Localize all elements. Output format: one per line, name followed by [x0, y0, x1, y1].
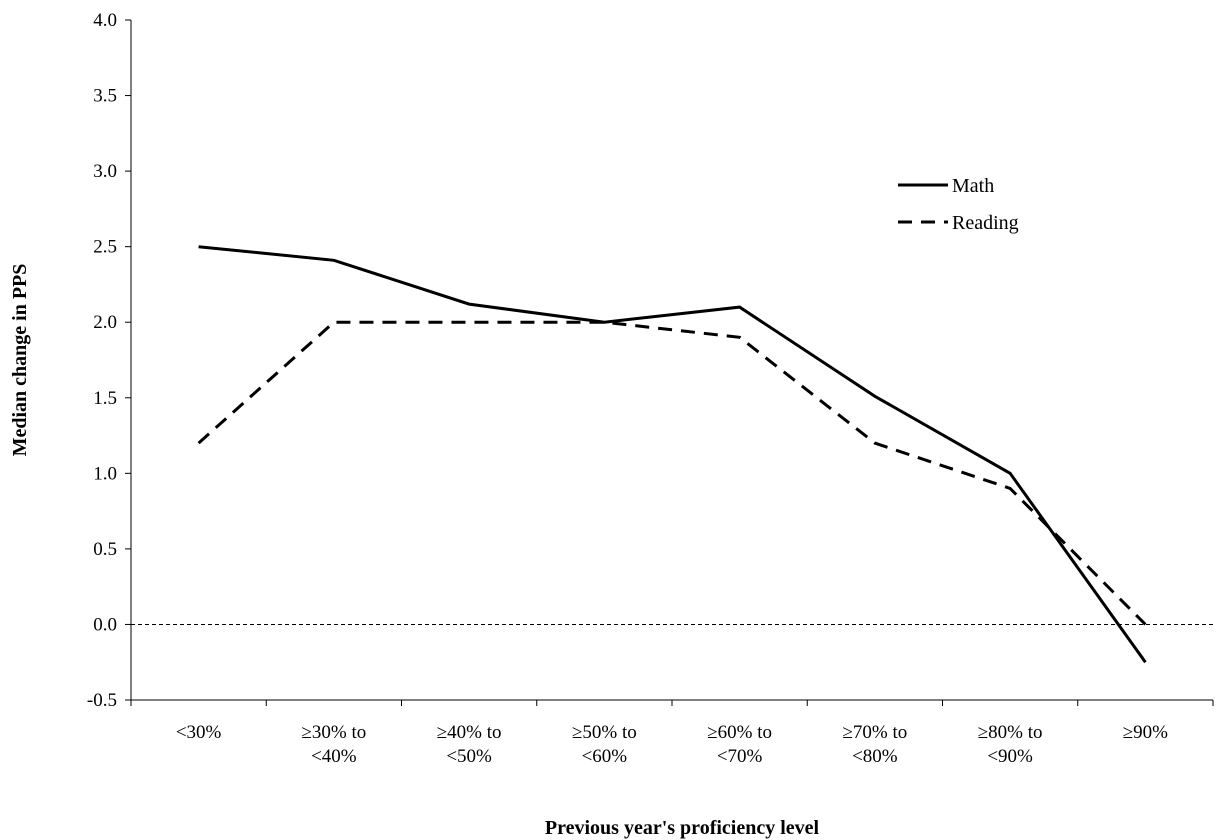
x-tick-label-line: <30% [176, 722, 222, 743]
y-tick-label: 2.5 [93, 237, 117, 258]
x-tick-label-line: ≥50% to [572, 722, 637, 743]
x-tick-label-line: <40% [311, 746, 357, 767]
x-tick-label: <30% [176, 722, 222, 743]
x-axis-title: Previous year's proficiency level [545, 817, 820, 839]
x-tick-label-line: <60% [582, 746, 628, 767]
x-tick-label-line: <80% [852, 746, 898, 767]
x-tick-label-line: ≥80% to [978, 722, 1043, 743]
y-tick-label: 4.0 [93, 10, 117, 31]
y-tick-label: -0.5 [87, 690, 117, 711]
y-axis-ticks: -0.5 0.0 0.5 1.0 1.5 2.0 2.5 3.0 3.5 4.0 [87, 10, 131, 711]
legend: Math Reading [898, 175, 1019, 234]
x-axis-ticks: <30% ≥30% to <40% ≥40% to <50% ≥50% to <60% ≥60… [130, 700, 1214, 767]
x-tick-label-line: <70% [717, 746, 763, 767]
x-tick-label: ≥70% to <80% [842, 722, 907, 767]
x-tick-label: ≥30% to <40% [301, 722, 366, 767]
legend-label-math: Math [952, 175, 994, 197]
series-line-reading [197, 320, 1147, 626]
legend-label-reading: Reading [952, 212, 1019, 234]
x-tick-label: ≥80% to <90% [978, 722, 1043, 767]
y-tick-label: 1.5 [93, 388, 117, 409]
y-tick-label: 3.0 [93, 161, 117, 182]
y-tick-label: 0.0 [93, 614, 117, 635]
y-axis-title: Median change in PPS [9, 264, 31, 457]
y-tick-label: 2.0 [93, 312, 117, 333]
x-tick-label-line: <90% [987, 746, 1033, 767]
y-tick-label: 1.0 [93, 463, 117, 484]
series-line-math [198, 245, 1147, 664]
x-tick-label: ≥40% to <50% [437, 722, 502, 767]
x-tick-label: ≥50% to <60% [572, 722, 637, 767]
x-tick-label: ≥90% [1123, 722, 1168, 743]
x-tick-label-line: ≥70% to [842, 722, 907, 743]
x-tick-label-line: ≥40% to [437, 722, 502, 743]
x-tick-label-line: ≥90% [1123, 722, 1168, 743]
x-tick-label: ≥60% to <70% [707, 722, 772, 767]
x-tick-label-line: ≥60% to [707, 722, 772, 743]
x-tick-label-line: <50% [446, 746, 492, 767]
y-tick-label: 0.5 [93, 539, 117, 560]
series-layer [197, 245, 1147, 664]
y-tick-label: 3.5 [93, 86, 117, 107]
x-tick-label-line: ≥30% to [301, 722, 366, 743]
